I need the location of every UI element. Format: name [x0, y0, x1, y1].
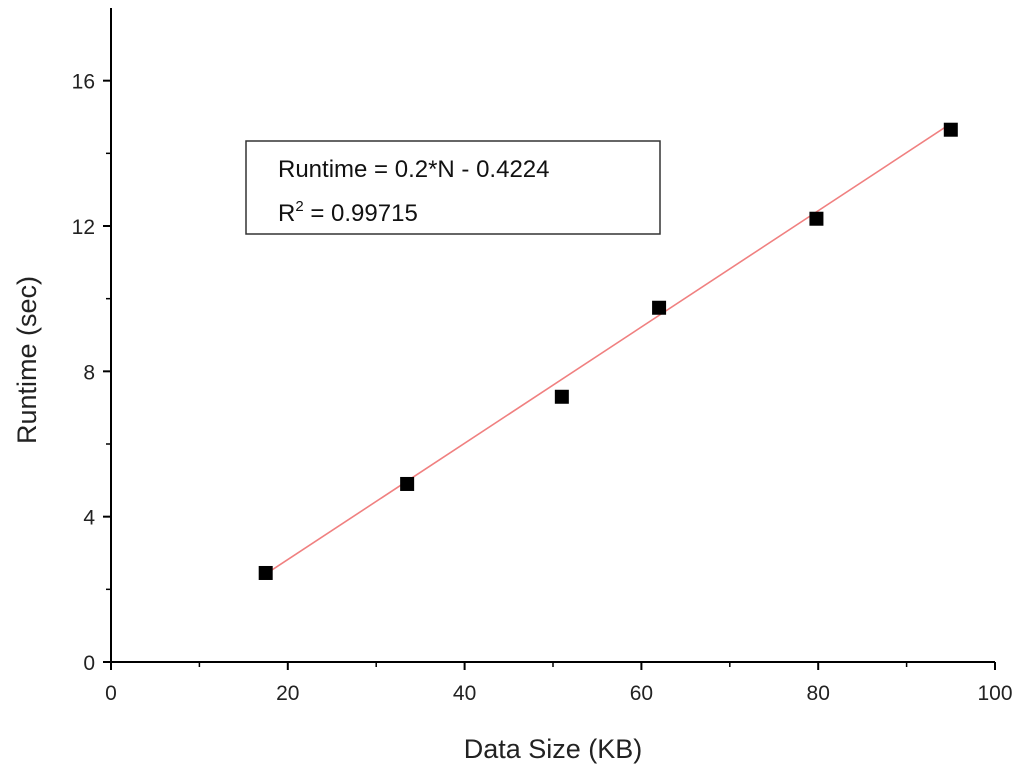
data-point-marker: [400, 476, 415, 491]
fit-line-group: [265, 122, 952, 575]
legend-r2: R2 = 0.99715: [278, 198, 418, 227]
legend: Runtime = 0.2*N - 0.4224 R2 = 0.99715: [245, 140, 661, 235]
legend-equation: Runtime = 0.2*N - 0.4224: [278, 156, 550, 183]
data-points: [258, 122, 958, 580]
x-axis-title: Data Size (KB): [464, 734, 643, 764]
legend-r2-prefix: R: [278, 200, 295, 227]
data-point-marker: [652, 300, 667, 315]
y-tick-label: 4: [83, 507, 95, 530]
data-point-marker: [809, 211, 824, 226]
x-tick-label: 0: [105, 682, 117, 705]
regression-fit-line: [265, 122, 952, 575]
data-point-marker: [554, 389, 569, 404]
axes: [110, 8, 995, 663]
legend-r2-superscript: 2: [295, 198, 303, 215]
x-tick-label: 20: [276, 682, 299, 705]
y-tick-label: 16: [72, 71, 95, 94]
y-tick-label: 8: [83, 361, 95, 384]
data-point-marker: [943, 122, 958, 137]
legend-border: [245, 140, 661, 235]
legend-r2-value: = 0.99715: [304, 200, 418, 227]
x-tick-label: 40: [453, 682, 476, 705]
x-tick-label: 80: [807, 682, 830, 705]
data-point-marker: [258, 565, 273, 580]
y-tick-label: 0: [83, 652, 95, 675]
x-tick-label: 60: [630, 682, 653, 705]
y-axis-title: Runtime (sec): [12, 276, 42, 444]
x-tick-label: 100: [977, 682, 1012, 705]
y-tick-label: 12: [72, 216, 95, 239]
ticks: 0 20 40 60 80 100 0 4 8 12 16: [72, 71, 1013, 705]
